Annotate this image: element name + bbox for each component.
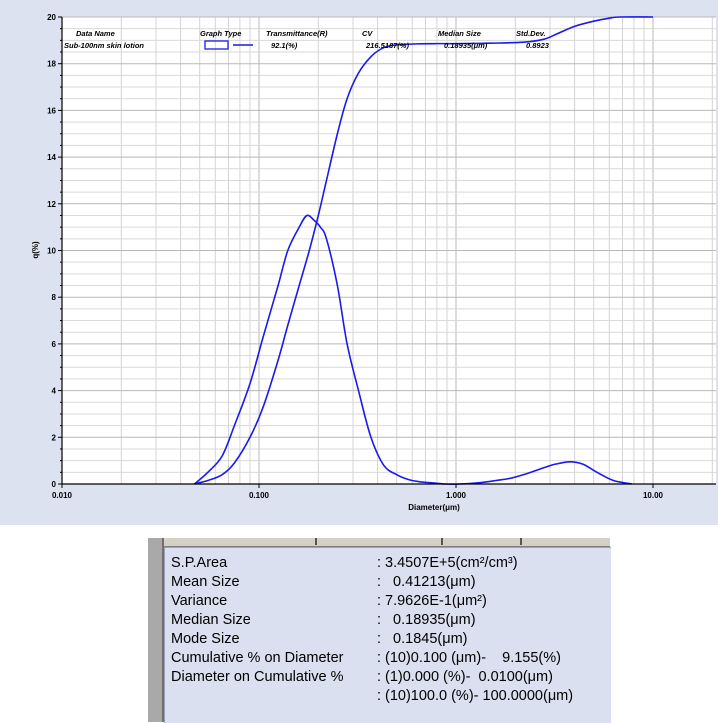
y-tick-label: 0 (52, 480, 57, 489)
stat-separator: : (377, 593, 382, 609)
legend-transmittance: 92.1(%) (271, 41, 298, 50)
legend-header-transmittance: Transmittance(R) (266, 29, 328, 38)
stat-label: Median Size (171, 612, 251, 628)
legend-header-stddev: Std.Dev. (516, 29, 546, 38)
y-tick-label: 12 (47, 200, 56, 209)
stat-separator: : (377, 631, 382, 647)
y-ticks: 0 2 4 6 8 10 12 14 16 18 20 (47, 13, 62, 489)
distribution-chart: 0 2 4 6 8 10 12 14 16 18 20 0.010 0.100 1.000 10.00 q… (31, 13, 716, 512)
legend-header-graph-type: Graph Type (200, 29, 241, 38)
stat-label: Variance (171, 593, 228, 609)
x-ticks: 0.010 0.100 1.000 10.00 (52, 484, 664, 500)
stat-label: Mean Size (171, 574, 240, 590)
x-tick-label: 0.100 (249, 491, 270, 500)
stat-separator: : (377, 574, 382, 590)
series-layer (193, 16, 654, 485)
stat-separator: : (377, 555, 382, 571)
window-frame-left (148, 538, 164, 722)
stat-value: 0.41213(μm) (385, 574, 476, 590)
x-tick-label: 10.00 (643, 491, 664, 500)
y-tick-label: 18 (47, 60, 56, 69)
legend-swatch-box (204, 40, 229, 50)
stat-label: Diameter on Cumulative % (171, 669, 344, 685)
legend-median: 0.18935(μm) (444, 41, 488, 50)
y-tick-label: 16 (47, 106, 56, 115)
legend-header-data-name: Data Name (76, 29, 115, 38)
stat-row: Mean Size : 0.41213(μm) (171, 573, 607, 592)
y-tick-label: 6 (52, 340, 57, 349)
legend-stddev: 0.8923 (526, 41, 550, 50)
statistics-panel: S.P.Area : 3.4507E+5(cm²/cm³) Mean Size … (164, 547, 611, 723)
stat-separator: : (377, 669, 382, 685)
frequency-curve (193, 214, 632, 485)
stat-label: Mode Size (171, 631, 240, 647)
stat-label: Cumulative % on Diameter (171, 650, 344, 666)
grid (62, 16, 716, 484)
y-axis-label: q(%) (31, 241, 40, 259)
x-axis-label: Diameter(μm) (408, 503, 460, 512)
legend-cv: 216.5187(%) (365, 41, 409, 50)
header-tick (441, 538, 443, 545)
y-tick-label: 20 (47, 13, 56, 22)
stat-row: Cumulative % on Diameter : (10)0.100 (μm… (171, 649, 607, 668)
legend-header-cv: CV (362, 29, 373, 38)
stat-value: (10)0.100 (μm)- 9.155(%) (385, 650, 561, 666)
stat-row: Median Size : 0.18935(μm) (171, 611, 607, 630)
stat-row: Variance : 7.9626E-1(μm²) (171, 592, 607, 611)
y-tick-label: 14 (47, 153, 56, 162)
stat-value: 0.1845(μm) (385, 631, 468, 647)
header-tick (520, 538, 522, 545)
stat-separator: : (377, 650, 382, 666)
stat-row: Diameter on Cumulative % : (1)0.000 (%)-… (171, 668, 607, 687)
stat-row: Mode Size : 0.1845(μm) (171, 630, 607, 649)
y-tick-label: 2 (52, 433, 57, 442)
stat-separator: : (377, 688, 382, 704)
statistics-window: S.P.Area : 3.4507E+5(cm²/cm³) Mean Size … (148, 538, 611, 723)
stat-value: 0.18935(μm) (385, 612, 476, 628)
legend-header-median: Median Size (438, 29, 481, 38)
stat-value: (1)0.000 (%)- 0.0100(μm) (385, 669, 553, 685)
stat-separator: : (377, 612, 382, 628)
x-tick-label: 0.010 (52, 491, 73, 500)
chart-panel: 0 2 4 6 8 10 12 14 16 18 20 0.010 0.100 1.000 10.00 q… (0, 0, 718, 525)
stat-row: : (10)100.0 (%)- 100.0000(μm) (171, 687, 607, 706)
stat-value: 7.9626E-1(μm²) (385, 593, 487, 609)
stat-value: (10)100.0 (%)- 100.0000(μm) (385, 688, 574, 704)
legend: Data Name Graph Type Transmittance(R) CV… (64, 29, 550, 50)
header-tick (315, 538, 317, 545)
stat-row: S.P.Area : 3.4507E+5(cm²/cm³) (171, 554, 607, 573)
y-tick-label: 8 (52, 293, 57, 302)
y-tick-label: 10 (47, 247, 56, 256)
stats-header-bar (164, 538, 610, 547)
y-tick-label: 4 (52, 387, 57, 396)
x-tick-label: 1.000 (446, 491, 467, 500)
cumulative-curve (194, 16, 654, 485)
stat-label: S.P.Area (171, 555, 228, 571)
legend-series-name: Sub-100nm skin lotion (64, 41, 144, 50)
stat-value: 3.4507E+5(cm²/cm³) (385, 555, 518, 571)
